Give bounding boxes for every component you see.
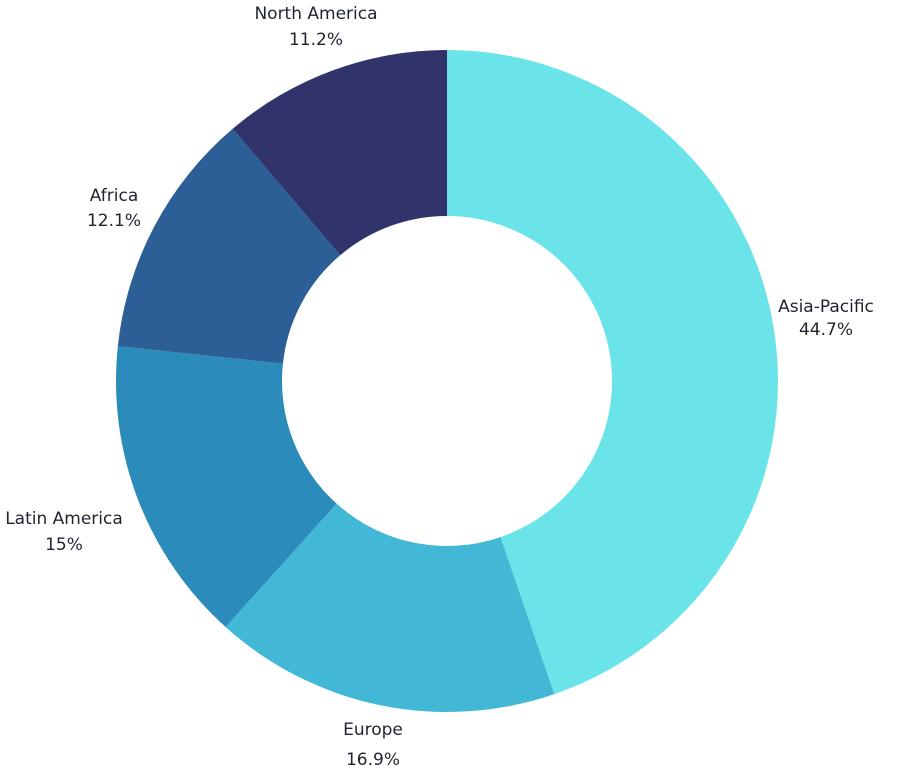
slice-africa <box>117 128 341 364</box>
slice-label-category: Europe <box>343 720 403 740</box>
slice-label-category: North America <box>254 4 377 24</box>
slice-labels: Asia-Pacific 44.7% Europe 16.9% Latin Americ… <box>5 4 874 768</box>
donut-slices <box>116 50 778 712</box>
slice-label-category: Africa <box>90 186 139 206</box>
slice-latin-america <box>116 346 337 628</box>
slice-asia-pacific <box>447 50 778 695</box>
slice-europe <box>225 503 555 712</box>
slice-label-value: 12.1% <box>87 211 141 231</box>
slice-label-value: 15% <box>45 535 83 555</box>
slice-label-value: 44.7% <box>799 320 853 340</box>
slice-label-value: 11.2% <box>289 30 343 50</box>
slice-label-category: Latin America <box>5 509 123 529</box>
slice-label-category: Asia-Pacific <box>778 297 874 317</box>
slice-label-value: 16.9% <box>346 750 400 768</box>
slice-north-america <box>232 50 447 256</box>
